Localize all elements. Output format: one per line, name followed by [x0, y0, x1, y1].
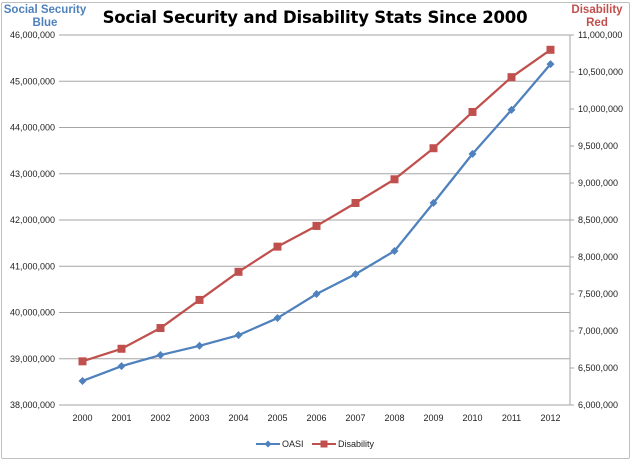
y2-tick-label: 7,000,000 [578, 326, 618, 336]
disability-line [82, 48, 552, 363]
x-tick-label: 2009 [423, 413, 443, 423]
oasi-point [507, 105, 516, 114]
y2-tick-label: 10,000,000 [578, 104, 623, 114]
y-tick-label: 39,000,000 [10, 354, 55, 364]
legend-label-oasi: OASI [281, 439, 304, 449]
y2-tick-label: 6,000,000 [578, 400, 618, 410]
oasi-point [429, 198, 438, 207]
oasi-point [156, 351, 165, 360]
left-axis-title: Social Security Blue [2, 4, 88, 30]
x-tick-label: 2000 [72, 413, 92, 423]
chart-title: Social Security and Disability Stats Sin… [102, 8, 528, 27]
oasi-legend-marker-icon [255, 440, 280, 448]
oasi-point [546, 60, 555, 69]
oasi-point [195, 341, 204, 350]
disability-point [507, 73, 516, 82]
y2-tick-label: 8,500,000 [578, 215, 618, 225]
x-tick-label: 2005 [267, 413, 287, 423]
legend-item-disability[interactable]: Disability [312, 437, 374, 451]
left-y-axis-ticks: 38,000,000 39,000,000 40,000,000 41,000,000… [10, 30, 63, 410]
disability-point [429, 144, 438, 153]
x-tick-label: 2002 [150, 413, 170, 423]
x-tick-label: 2011 [502, 413, 521, 423]
disability-point [390, 175, 399, 184]
disability-legend-marker-icon [312, 440, 336, 448]
x-tick-label: 2010 [462, 413, 482, 423]
oasi-point [390, 246, 399, 255]
x-tick-label: 2006 [306, 413, 326, 423]
y-tick-label: 40,000,000 [10, 308, 55, 318]
y-tick-label: 43,000,000 [10, 169, 55, 179]
disability-point [195, 295, 204, 304]
y-tick-label: 45,000,000 [10, 76, 55, 86]
y-tick-label: 44,000,000 [10, 123, 55, 133]
oasi-point [117, 362, 126, 371]
legend-label-disability: Disability [338, 439, 375, 449]
right-axis-title: Disability Red [567, 4, 627, 30]
x-tick-label: 2003 [189, 413, 209, 423]
y-tick-label: 46,000,000 [10, 30, 55, 40]
disability-point [312, 221, 321, 230]
y2-tick-label: 9,000,000 [578, 178, 618, 188]
right-axis-title-line1: Disability [571, 4, 623, 16]
y2-tick-label: 10,500,000 [578, 67, 623, 77]
disability-point [273, 242, 282, 251]
oasi-point [312, 290, 321, 298]
oasi-point [273, 314, 282, 323]
y-tick-label: 41,000,000 [10, 261, 55, 271]
x-tick-label: 2004 [228, 413, 248, 423]
oasi-point [351, 270, 360, 279]
oasi-point [78, 376, 87, 385]
legend-item-oasi[interactable]: OASI [255, 437, 304, 451]
left-axis-title-line1: Social Security [3, 4, 87, 16]
disability-point [351, 198, 360, 207]
y-tick-label: 42,000,000 [10, 215, 55, 225]
x-tick-label: 2001 [111, 413, 131, 423]
disability-point [156, 324, 165, 333]
y2-tick-label: 9,500,000 [578, 141, 618, 151]
left-axis-title-line2: Blue [32, 17, 58, 29]
y2-tick-label: 6,500,000 [578, 363, 618, 373]
disability-point [117, 344, 126, 353]
y-tick-label: 38,000,000 [10, 400, 55, 410]
oasi-point [468, 149, 477, 158]
x-tick-label: 2008 [384, 413, 404, 423]
disability-point [234, 267, 243, 276]
x-axis-ticks: 2000 2001 2002 2003 2004 2005 2006 2007 2008 2009… [72, 413, 560, 423]
x-tick-label: 2007 [345, 413, 365, 423]
disability-point [78, 357, 87, 366]
y2-tick-label: 8,000,000 [578, 252, 618, 262]
disability-point [468, 107, 477, 116]
disability-point [546, 45, 555, 54]
oasi-point [234, 331, 243, 340]
x-tick-label: 2012 [540, 413, 560, 423]
series-group [78, 45, 555, 385]
y2-tick-label: 11,000,000 [578, 30, 622, 40]
legend: OASI Disability [0, 437, 630, 453]
gridlines [63, 34, 570, 406]
right-axis-title-line2: Red [586, 17, 608, 29]
right-y-axis-ticks: 6,000,000 6,500,000 7,000,000 7,500,000 8,00… [569, 30, 623, 410]
y2-tick-label: 7,500,000 [578, 289, 618, 299]
